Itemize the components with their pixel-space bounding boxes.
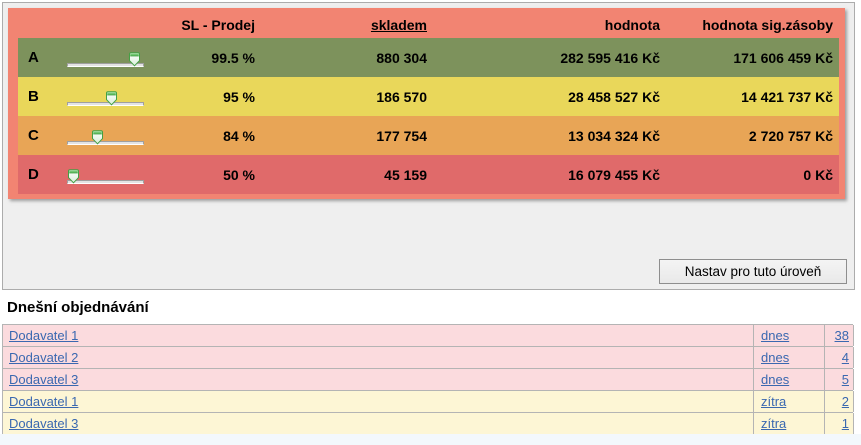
column-header-hodnota-sig-zasoby: hodnota sig.zásoby: [702, 16, 833, 33]
hodnota-sig-value: 171 606 459 Kč: [733, 49, 833, 66]
order-row: Dodavatel 2 dnes 4: [3, 347, 854, 369]
service-level-slider-d[interactable]: [67, 169, 144, 185]
abc-row-b: B 95 % 186 570 28 458 527 Kč 14 421 737 …: [18, 77, 839, 116]
column-header-hodnota: hodnota: [604, 16, 660, 33]
order-row: Dodavatel 3 dnes 5: [3, 369, 854, 391]
header-spacer: [66, 22, 162, 25]
order-day-link[interactable]: dnes: [761, 350, 790, 365]
order-count-link[interactable]: 1: [841, 416, 849, 431]
slider-handle-icon[interactable]: [105, 91, 118, 106]
order-row: Dodavatel 1 zítra 2: [3, 391, 854, 413]
service-level-value: 50 %: [223, 166, 255, 183]
hodnota-sig-value: 0 Kč: [803, 166, 833, 183]
order-count-link[interactable]: 38: [834, 328, 849, 343]
page-footer-strip: [0, 434, 861, 445]
abc-row-d: D 50 % 45 159 16 079 455 Kč 0 Kč: [18, 155, 839, 194]
column-header-skladem: skladem: [263, 14, 435, 33]
supplier-link[interactable]: Dodavatel 1: [9, 328, 79, 343]
supplier-link[interactable]: Dodavatel 3: [9, 372, 79, 387]
order-row: Dodavatel 1 dnes 38: [3, 325, 854, 347]
hodnota-value: 28 458 527 Kč: [568, 88, 660, 105]
abc-analysis-container: SL - Prodej skladem hodnota hodnota sig.…: [2, 2, 855, 290]
service-level-value: 99.5 %: [211, 49, 255, 66]
supplier-link[interactable]: Dodavatel 1: [9, 394, 79, 409]
slider-track[interactable]: [67, 141, 144, 145]
nastav-pro-tuto-uroven-button[interactable]: Nastav pro tuto úroveň: [659, 259, 847, 284]
row-label: D: [28, 166, 39, 183]
supplier-link[interactable]: Dodavatel 3: [9, 416, 79, 431]
hodnota-sig-value: 2 720 757 Kč: [748, 127, 833, 144]
hodnota-value: 282 595 416 Kč: [560, 49, 660, 66]
slider-track[interactable]: [67, 102, 144, 106]
row-label: A: [28, 49, 39, 66]
orders-section-title: Dnešní objednávání: [7, 299, 149, 316]
service-level-slider-b[interactable]: [67, 91, 144, 107]
abc-row-a: A 99.5 % 880 304 282 595 416 Kč 171 606 …: [18, 38, 839, 77]
supplier-link[interactable]: Dodavatel 2: [9, 350, 79, 365]
order-day-link[interactable]: zítra: [761, 416, 787, 431]
service-level-value: 84 %: [223, 127, 255, 144]
skladem-link[interactable]: skladem: [370, 16, 427, 33]
order-day-link[interactable]: dnes: [761, 328, 790, 343]
header-spacer: [18, 22, 66, 25]
row-label: B: [28, 88, 39, 105]
service-level-slider-c[interactable]: [67, 130, 144, 146]
abc-row-c: C 84 % 177 754 13 034 324 Kč 2 720 757 K…: [18, 116, 839, 155]
service-level-slider-a[interactable]: [67, 52, 144, 68]
skladem-value: 177 754: [376, 127, 427, 144]
slider-handle-icon[interactable]: [67, 169, 80, 184]
slider-handle-icon[interactable]: [128, 52, 141, 67]
abc-panel: SL - Prodej skladem hodnota hodnota sig.…: [8, 8, 845, 199]
order-day-link[interactable]: zítra: [761, 394, 787, 409]
slider-handle-icon[interactable]: [91, 130, 104, 145]
order-count-link[interactable]: 5: [841, 372, 849, 387]
abc-table-header: SL - Prodej skladem hodnota hodnota sig.…: [18, 8, 839, 38]
hodnota-sig-value: 14 421 737 Kč: [741, 88, 833, 105]
skladem-value: 880 304: [376, 49, 427, 66]
service-level-value: 95 %: [223, 88, 255, 105]
skladem-value: 186 570: [376, 88, 427, 105]
orders-table: Dodavatel 1 dnes 38 Dodavatel 2 dnes 4 D…: [2, 324, 854, 435]
order-row: Dodavatel 3 zítra 1: [3, 413, 854, 435]
row-label: C: [28, 127, 39, 144]
skladem-value: 45 159: [384, 166, 427, 183]
hodnota-value: 13 034 324 Kč: [568, 127, 660, 144]
hodnota-value: 16 079 455 Kč: [568, 166, 660, 183]
order-count-link[interactable]: 2: [841, 394, 849, 409]
order-day-link[interactable]: dnes: [761, 372, 790, 387]
column-header-sl-prodej: SL - Prodej: [181, 16, 255, 33]
slider-track[interactable]: [67, 63, 144, 67]
order-count-link[interactable]: 4: [841, 350, 849, 365]
slider-track[interactable]: [67, 180, 144, 184]
